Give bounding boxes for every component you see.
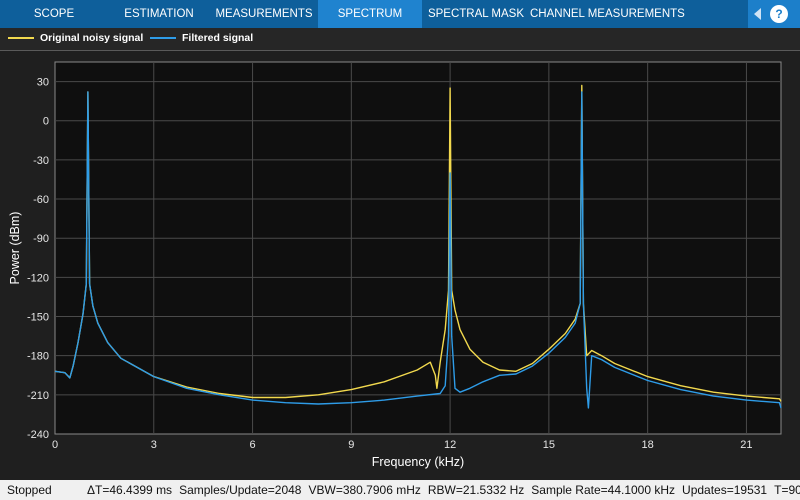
legend-swatch-filtered <box>150 37 176 39</box>
y-tick-label: 30 <box>37 77 49 89</box>
help-icon[interactable]: ? <box>770 5 788 23</box>
x-tick-label: 9 <box>348 439 354 451</box>
legend-item-original[interactable]: Original noisy signal <box>8 32 143 44</box>
tab-spectral-mask[interactable]: SPECTRAL MASK <box>427 8 525 20</box>
chevron-left-icon[interactable] <box>754 8 761 20</box>
y-tick-label: -240 <box>27 429 49 441</box>
y-tick-label: -120 <box>27 272 49 284</box>
legend: Original noisy signal Filtered signal <box>0 28 800 50</box>
tab-estimation[interactable]: ESTIMATION <box>124 8 194 20</box>
y-axis-label: Power (dBm) <box>8 212 22 285</box>
x-tick-label: 0 <box>52 439 58 451</box>
tab-scope[interactable]: SCOPE <box>33 8 75 20</box>
y-tick-label: -30 <box>33 155 49 167</box>
legend-label-filtered: Filtered signal <box>182 32 254 44</box>
y-tick-label: -90 <box>33 233 49 245</box>
status-item: RBW=21.5332 Hz <box>427 483 525 497</box>
x-tick-label: 21 <box>740 439 752 451</box>
status-item: Sample Rate=44.1000 kHz <box>531 483 676 497</box>
status-item: Samples/Update=2048 <box>179 483 302 497</box>
tab-bar: SCOPE ESTIMATION MEASUREMENTS SPECTRUM S… <box>0 0 800 28</box>
status-item: Updates=19531 <box>682 483 768 497</box>
x-axis-label: Frequency (kHz) <box>372 455 464 469</box>
spectrum-plot[interactable]: 0 3 6 9 12 15 18 21 30 0 -30 -60 -90 -120 -150 -180 -210… <box>0 0 800 480</box>
y-tick-label: -60 <box>33 194 49 206</box>
x-tick-label: 6 <box>249 439 255 451</box>
status-bar: Stopped ΔT=46.4399 ms Samples/Update=2048… <box>0 480 800 500</box>
status-item: VBW=380.7906 mHz <box>308 483 421 497</box>
x-tick-label: 15 <box>543 439 555 451</box>
status-state: Stopped <box>7 483 52 497</box>
legend-swatch-original <box>8 37 34 39</box>
y-tick-label: 0 <box>43 116 49 128</box>
y-tick-label: -210 <box>27 390 49 402</box>
tab-measurements[interactable]: MEASUREMENTS <box>215 8 313 20</box>
y-tick-label: -180 <box>27 351 49 363</box>
series-line-filtered <box>54 91 782 409</box>
legend-separator <box>0 50 800 51</box>
y-tick-label: -150 <box>27 312 49 324</box>
x-tick-label: 12 <box>444 439 456 451</box>
status-item: T=907 <box>774 483 800 497</box>
status-item: ΔT=46.4399 ms <box>87 483 173 497</box>
x-tick-label: 18 <box>642 439 654 451</box>
legend-label-original: Original noisy signal <box>40 32 144 44</box>
tab-channel-measurements[interactable]: CHANNEL MEASUREMENTS <box>530 8 685 20</box>
x-tick-label: 3 <box>151 439 157 451</box>
help-button[interactable]: ? <box>748 0 800 28</box>
legend-item-filtered[interactable]: Filtered signal <box>150 32 253 44</box>
tab-spectrum[interactable]: SPECTRUM <box>318 0 422 28</box>
status-readouts: ΔT=46.4399 ms Samples/Update=2048 VBW=380.… <box>87 483 800 497</box>
plot-area <box>54 61 782 435</box>
